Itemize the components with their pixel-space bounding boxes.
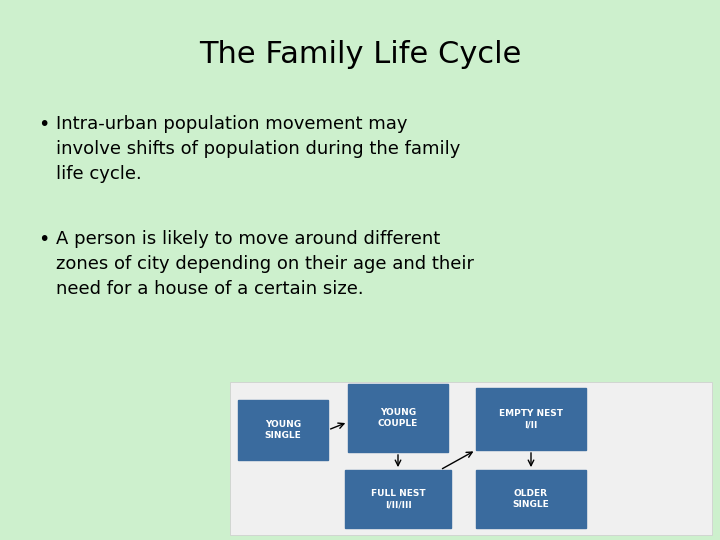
- Bar: [348, 384, 448, 452]
- Bar: [230, 382, 712, 535]
- Text: OLDER
SINGLE: OLDER SINGLE: [513, 489, 549, 509]
- Text: A person is likely to move around different
zones of city depending on their age: A person is likely to move around differ…: [56, 230, 474, 298]
- Text: Intra-urban population movement may
involve shifts of population during the fami: Intra-urban population movement may invo…: [56, 115, 460, 183]
- Text: EMPTY NEST
I/II: EMPTY NEST I/II: [499, 409, 563, 429]
- Text: The Family Life Cycle: The Family Life Cycle: [199, 40, 521, 69]
- Bar: [345, 470, 451, 528]
- Bar: [476, 388, 586, 450]
- Bar: [238, 400, 328, 460]
- Text: YOUNG
COUPLE: YOUNG COUPLE: [378, 408, 418, 428]
- Text: YOUNG
SINGLE: YOUNG SINGLE: [265, 420, 302, 440]
- Text: •: •: [38, 230, 50, 249]
- Bar: [476, 470, 586, 528]
- Text: •: •: [38, 115, 50, 134]
- Text: FULL NEST
I/II/III: FULL NEST I/II/III: [371, 489, 426, 509]
